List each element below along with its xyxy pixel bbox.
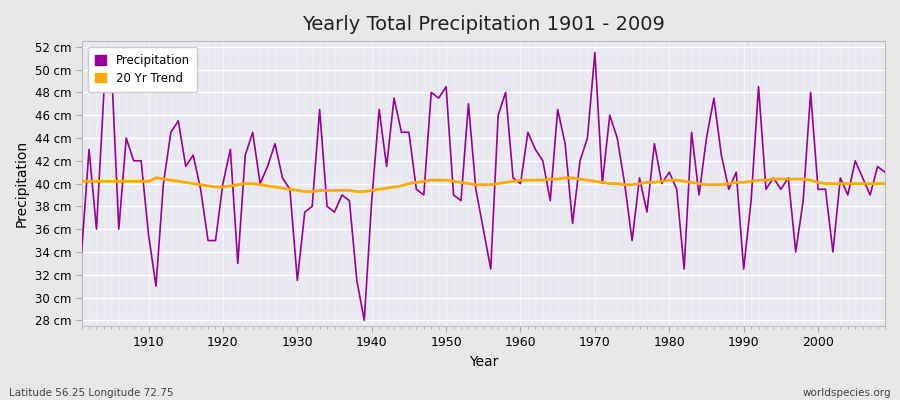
- Text: worldspecies.org: worldspecies.org: [803, 388, 891, 398]
- 20 Yr Trend: [359, 189, 370, 194]
- 20 Yr Trend: [523, 178, 534, 182]
- Precipitation: [523, 130, 534, 135]
- Precipitation: [515, 181, 526, 186]
- X-axis label: Year: Year: [469, 355, 498, 369]
- Y-axis label: Precipitation: Precipitation: [15, 140, 29, 227]
- 20 Yr Trend: [619, 182, 630, 187]
- Precipitation: [300, 210, 310, 214]
- 20 Yr Trend: [76, 179, 87, 184]
- 20 Yr Trend: [314, 188, 325, 193]
- Title: Yearly Total Precipitation 1901 - 2009: Yearly Total Precipitation 1901 - 2009: [302, 15, 665, 34]
- Precipitation: [590, 50, 600, 55]
- Line: 20 Yr Trend: 20 Yr Trend: [82, 178, 885, 192]
- 20 Yr Trend: [879, 181, 890, 186]
- 20 Yr Trend: [300, 189, 310, 194]
- Legend: Precipitation, 20 Yr Trend: Precipitation, 20 Yr Trend: [87, 47, 197, 92]
- Precipitation: [136, 158, 147, 163]
- Line: Precipitation: Precipitation: [82, 52, 885, 320]
- Precipitation: [344, 198, 355, 203]
- Precipitation: [76, 250, 87, 254]
- 20 Yr Trend: [530, 178, 541, 182]
- Precipitation: [619, 181, 630, 186]
- Precipitation: [359, 318, 370, 323]
- Text: Latitude 56.25 Longitude 72.75: Latitude 56.25 Longitude 72.75: [9, 388, 174, 398]
- 20 Yr Trend: [150, 176, 161, 180]
- Precipitation: [879, 170, 890, 174]
- 20 Yr Trend: [136, 179, 147, 184]
